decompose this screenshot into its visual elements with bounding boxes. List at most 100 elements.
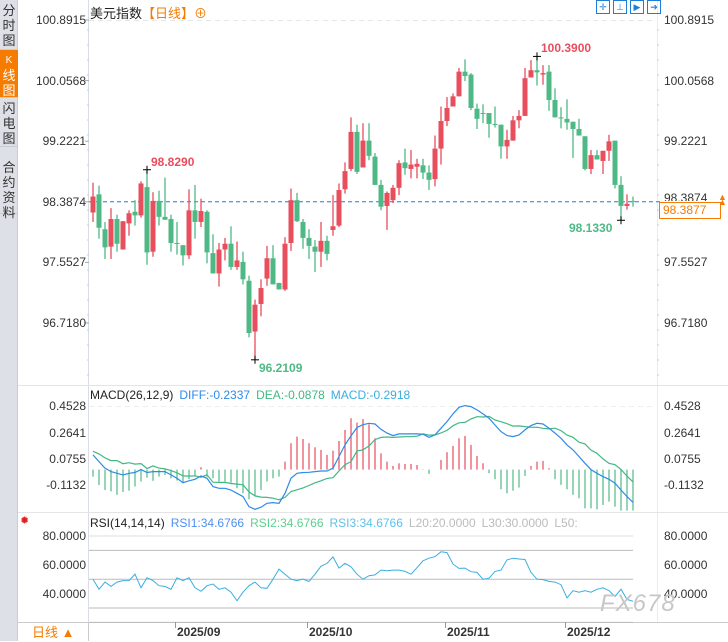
candle — [600, 150, 606, 175]
candle-body — [162, 216, 168, 220]
candle-body — [282, 243, 288, 290]
settings-sun-icon[interactable]: ✹ — [20, 515, 30, 527]
candle — [228, 226, 234, 270]
candle-body — [594, 155, 600, 160]
candle-body — [378, 184, 384, 207]
candle-body — [294, 200, 300, 222]
add-indicator-icon[interactable]: ⊕ — [194, 6, 208, 21]
date-axis-label: 2025/12 — [567, 625, 611, 639]
candle-body — [480, 113, 486, 115]
candle-body — [462, 71, 468, 77]
candle-body — [498, 124, 504, 147]
candle — [168, 214, 174, 252]
candle-body — [252, 304, 258, 332]
candle — [492, 106, 498, 128]
price-axis-label-right: 100.8915 — [664, 13, 715, 27]
candle-body — [432, 148, 438, 180]
candle — [402, 148, 408, 175]
candle — [534, 56, 540, 86]
candle — [618, 176, 624, 221]
candle — [270, 245, 276, 285]
candle — [144, 169, 150, 265]
scroll-up-arrows-icon[interactable]: ▲ ▲ — [718, 192, 727, 207]
candle — [300, 219, 306, 249]
macd-axis-label-left: 0.2641 — [49, 425, 86, 440]
candle — [582, 136, 588, 171]
candle-body — [534, 70, 540, 73]
sidebar-tab-0[interactable]: 分时图 — [0, 0, 18, 50]
candle-body — [402, 162, 408, 169]
candle-body — [426, 172, 432, 180]
chart-toolbar: ✛ ⊥ ▶ ➔ — [596, 0, 661, 14]
candle — [432, 135, 438, 187]
macd-dea-line — [92, 415, 634, 501]
rsi-name: RSI(14,14,14) — [90, 516, 165, 530]
rsi-axis-label-right: 60.0000 — [664, 557, 708, 572]
candle — [486, 113, 492, 138]
timeframe-selector[interactable]: 日线 ▲ — [18, 622, 89, 641]
low-price-annotation: 96.2109 — [259, 360, 303, 375]
sidebar-tab-3[interactable]: 合约资料 — [0, 157, 18, 220]
candle — [318, 221, 324, 267]
candle-body — [150, 200, 156, 252]
candle — [396, 160, 402, 196]
candle — [468, 73, 474, 111]
price-axis-label-left: 99.2221 — [42, 134, 86, 149]
candle — [258, 279, 264, 317]
macd-diff-line — [92, 404, 634, 510]
candle — [264, 245, 270, 286]
sidebar-tab-2[interactable]: 闪电图 — [0, 98, 18, 147]
candle-body — [570, 121, 576, 130]
price-axis-label-right: 96.7180 — [664, 315, 708, 330]
candle — [552, 88, 558, 118]
fit-range-icon[interactable]: ⊥ — [613, 0, 627, 14]
candle-body — [516, 115, 522, 121]
candle-body — [360, 140, 366, 168]
jump-latest-icon[interactable]: ➔ — [647, 0, 661, 14]
candle — [180, 245, 186, 266]
candle — [438, 106, 444, 165]
candle — [126, 210, 132, 236]
candle — [96, 185, 102, 239]
timeframe-label[interactable]: 【日线】 — [142, 6, 195, 21]
macd-axis-label-left: -0.1132 — [46, 478, 86, 493]
candle-body — [342, 171, 348, 190]
candle — [558, 107, 564, 129]
sidebar-tab-char: K — [5, 55, 13, 66]
macd-axis-label-right: -0.1132 — [664, 478, 704, 493]
play-forward-icon[interactable]: ▶ — [630, 0, 644, 14]
candle-body — [174, 242, 180, 244]
rsi1-value: RSI1:34.6766 — [170, 516, 245, 530]
candle-body — [144, 187, 150, 253]
crosshair-icon[interactable]: ✛ — [596, 0, 610, 14]
sidebar-tab-char: 料 — [2, 205, 16, 220]
candle-body — [258, 288, 264, 304]
candle — [588, 150, 594, 175]
candle — [330, 195, 336, 236]
date-axis-label: 2025/10 — [309, 625, 353, 639]
macd-header: MACD(26,12,9) DIFF:-0.2337 DEA:-0.0878 MACD… — [90, 388, 416, 402]
current-price-label: 98.3877 — [659, 201, 721, 219]
candle — [414, 158, 420, 179]
candle-body — [222, 243, 228, 250]
rsi-header: RSI(14,14,14) RSI1:34.6766 RSI2:34.6766 RSI… — [90, 516, 584, 530]
candle — [240, 251, 246, 285]
candle — [426, 165, 432, 190]
price-axis-label-left: 100.0568 — [35, 73, 86, 88]
sidebar-tab-char: 约 — [2, 175, 16, 190]
candle — [576, 118, 582, 136]
candle-body — [600, 150, 606, 161]
candle — [306, 229, 312, 259]
candle-body — [468, 74, 474, 108]
candle-body — [234, 260, 240, 267]
candle-body — [372, 156, 378, 185]
price-axis-label-right: 98.3874 — [664, 190, 708, 201]
macd-axis-label-right: 0.2641 — [664, 425, 701, 440]
macd-dea-value: DEA:-0.0878 — [256, 388, 325, 402]
macd-value: MACD:-0.2918 — [330, 388, 411, 402]
candle — [456, 68, 462, 97]
candle-body — [318, 240, 324, 252]
candle-body — [486, 113, 492, 124]
